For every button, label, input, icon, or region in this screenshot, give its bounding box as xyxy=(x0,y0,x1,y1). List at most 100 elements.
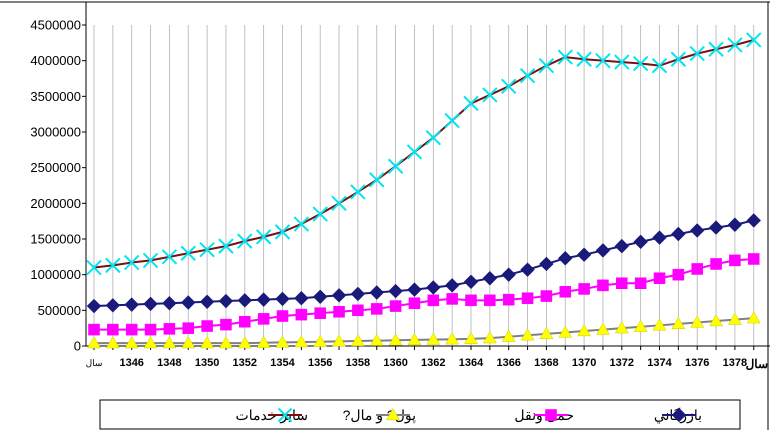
x-tick-label: 1348 xyxy=(157,357,181,369)
data-point xyxy=(426,280,441,295)
x-tick-label: 1374 xyxy=(647,357,672,369)
data-point xyxy=(463,95,479,112)
legend: بازرگاني حمل ونقل پول? و مال? ساير خدمات xyxy=(99,399,741,430)
data-point xyxy=(651,57,668,74)
x-tick-label: 1378 xyxy=(723,357,747,369)
data-point xyxy=(255,229,272,245)
x-marker-stroke xyxy=(293,216,310,232)
x-marker-stroke xyxy=(199,241,215,258)
data-point xyxy=(333,305,345,318)
series-4 xyxy=(86,32,762,276)
data-point xyxy=(331,195,347,212)
legend-entry-3: پول? و مال? xyxy=(343,407,416,424)
data-point xyxy=(558,251,573,266)
data-point xyxy=(162,336,177,349)
x-marker-stroke xyxy=(614,54,630,70)
data-point xyxy=(727,312,742,325)
data-point xyxy=(557,49,573,65)
x-marker-stroke xyxy=(651,57,668,74)
data-point xyxy=(444,278,460,293)
x-marker-stroke xyxy=(142,252,159,269)
data-point xyxy=(163,323,176,335)
legend-entry-4: ساير خدمات xyxy=(236,407,308,424)
y-tick-label: 1500000 xyxy=(30,232,81,247)
series-1 xyxy=(86,213,761,314)
data-point xyxy=(199,294,215,309)
data-point xyxy=(708,220,724,235)
x-tick-label: 1346 xyxy=(119,357,143,369)
legend-marker xyxy=(277,407,293,423)
data-point xyxy=(332,334,346,347)
data-point xyxy=(125,323,138,336)
data-point xyxy=(632,55,649,72)
data-point xyxy=(670,51,687,67)
data-point xyxy=(465,294,477,307)
data-point xyxy=(275,335,290,348)
data-point xyxy=(689,223,705,238)
legend-entry-2: حمل ونقل xyxy=(514,407,574,424)
x-marker-stroke xyxy=(218,238,234,254)
data-point xyxy=(200,336,215,349)
y-tick-label: 3500000 xyxy=(30,89,81,104)
data-point xyxy=(312,206,328,222)
x-tick-label: 1366 xyxy=(496,357,520,369)
x-marker-stroke xyxy=(576,51,592,67)
tick-labels: 0 500000 1000000 1500000 2000000 2500000 30000… xyxy=(30,18,747,370)
data-point xyxy=(500,78,517,95)
data-point xyxy=(369,172,385,188)
data-point xyxy=(539,256,554,272)
data-point xyxy=(143,296,158,312)
data-point xyxy=(540,290,553,302)
data-point xyxy=(576,51,592,67)
y-tick-label: 1000000 xyxy=(30,267,81,282)
data-point xyxy=(614,321,629,334)
data-point xyxy=(388,333,403,346)
data-point xyxy=(162,295,177,311)
x-marker-stroke xyxy=(708,41,724,57)
data-point xyxy=(312,289,328,304)
x-tick-label: 1356 xyxy=(308,357,332,369)
data-point xyxy=(86,259,102,276)
data-point xyxy=(614,54,630,70)
data-point xyxy=(502,293,515,306)
x-marker-stroke xyxy=(161,249,178,265)
data-point xyxy=(426,332,441,345)
data-point xyxy=(444,112,460,129)
x-marker-stroke xyxy=(557,49,573,65)
data-point xyxy=(294,290,309,306)
x-marker-stroke xyxy=(595,52,611,69)
data-point xyxy=(578,283,590,295)
data-point xyxy=(596,322,610,335)
x-tick-label: 1364 xyxy=(459,357,484,369)
data-point xyxy=(237,336,252,349)
data-point xyxy=(239,315,251,328)
x-marker-stroke xyxy=(277,407,293,423)
data-point xyxy=(709,314,723,327)
x-axis-title: سال xyxy=(746,357,768,371)
data-point xyxy=(201,320,213,332)
data-point xyxy=(388,283,403,299)
data-point xyxy=(520,262,535,277)
data-point xyxy=(445,332,460,345)
series-2 xyxy=(88,253,760,336)
data-point xyxy=(501,267,516,282)
x-marker-stroke xyxy=(123,254,140,271)
x-marker-stroke xyxy=(86,259,102,276)
y-tick-label: 2000000 xyxy=(30,196,81,211)
data-point xyxy=(370,303,383,315)
data-point xyxy=(88,323,100,336)
x-tick-label: 1372 xyxy=(610,357,634,369)
data-point xyxy=(727,217,743,232)
data-point xyxy=(387,158,404,174)
data-point xyxy=(519,67,536,84)
data-point xyxy=(710,258,722,270)
data-point xyxy=(218,293,234,309)
data-point xyxy=(124,297,139,312)
data-point xyxy=(559,286,572,298)
data-point xyxy=(614,238,630,254)
data-point xyxy=(350,334,365,347)
x-marker-stroke xyxy=(237,233,253,249)
x-marker-stroke xyxy=(727,37,743,53)
data-point xyxy=(482,87,498,103)
